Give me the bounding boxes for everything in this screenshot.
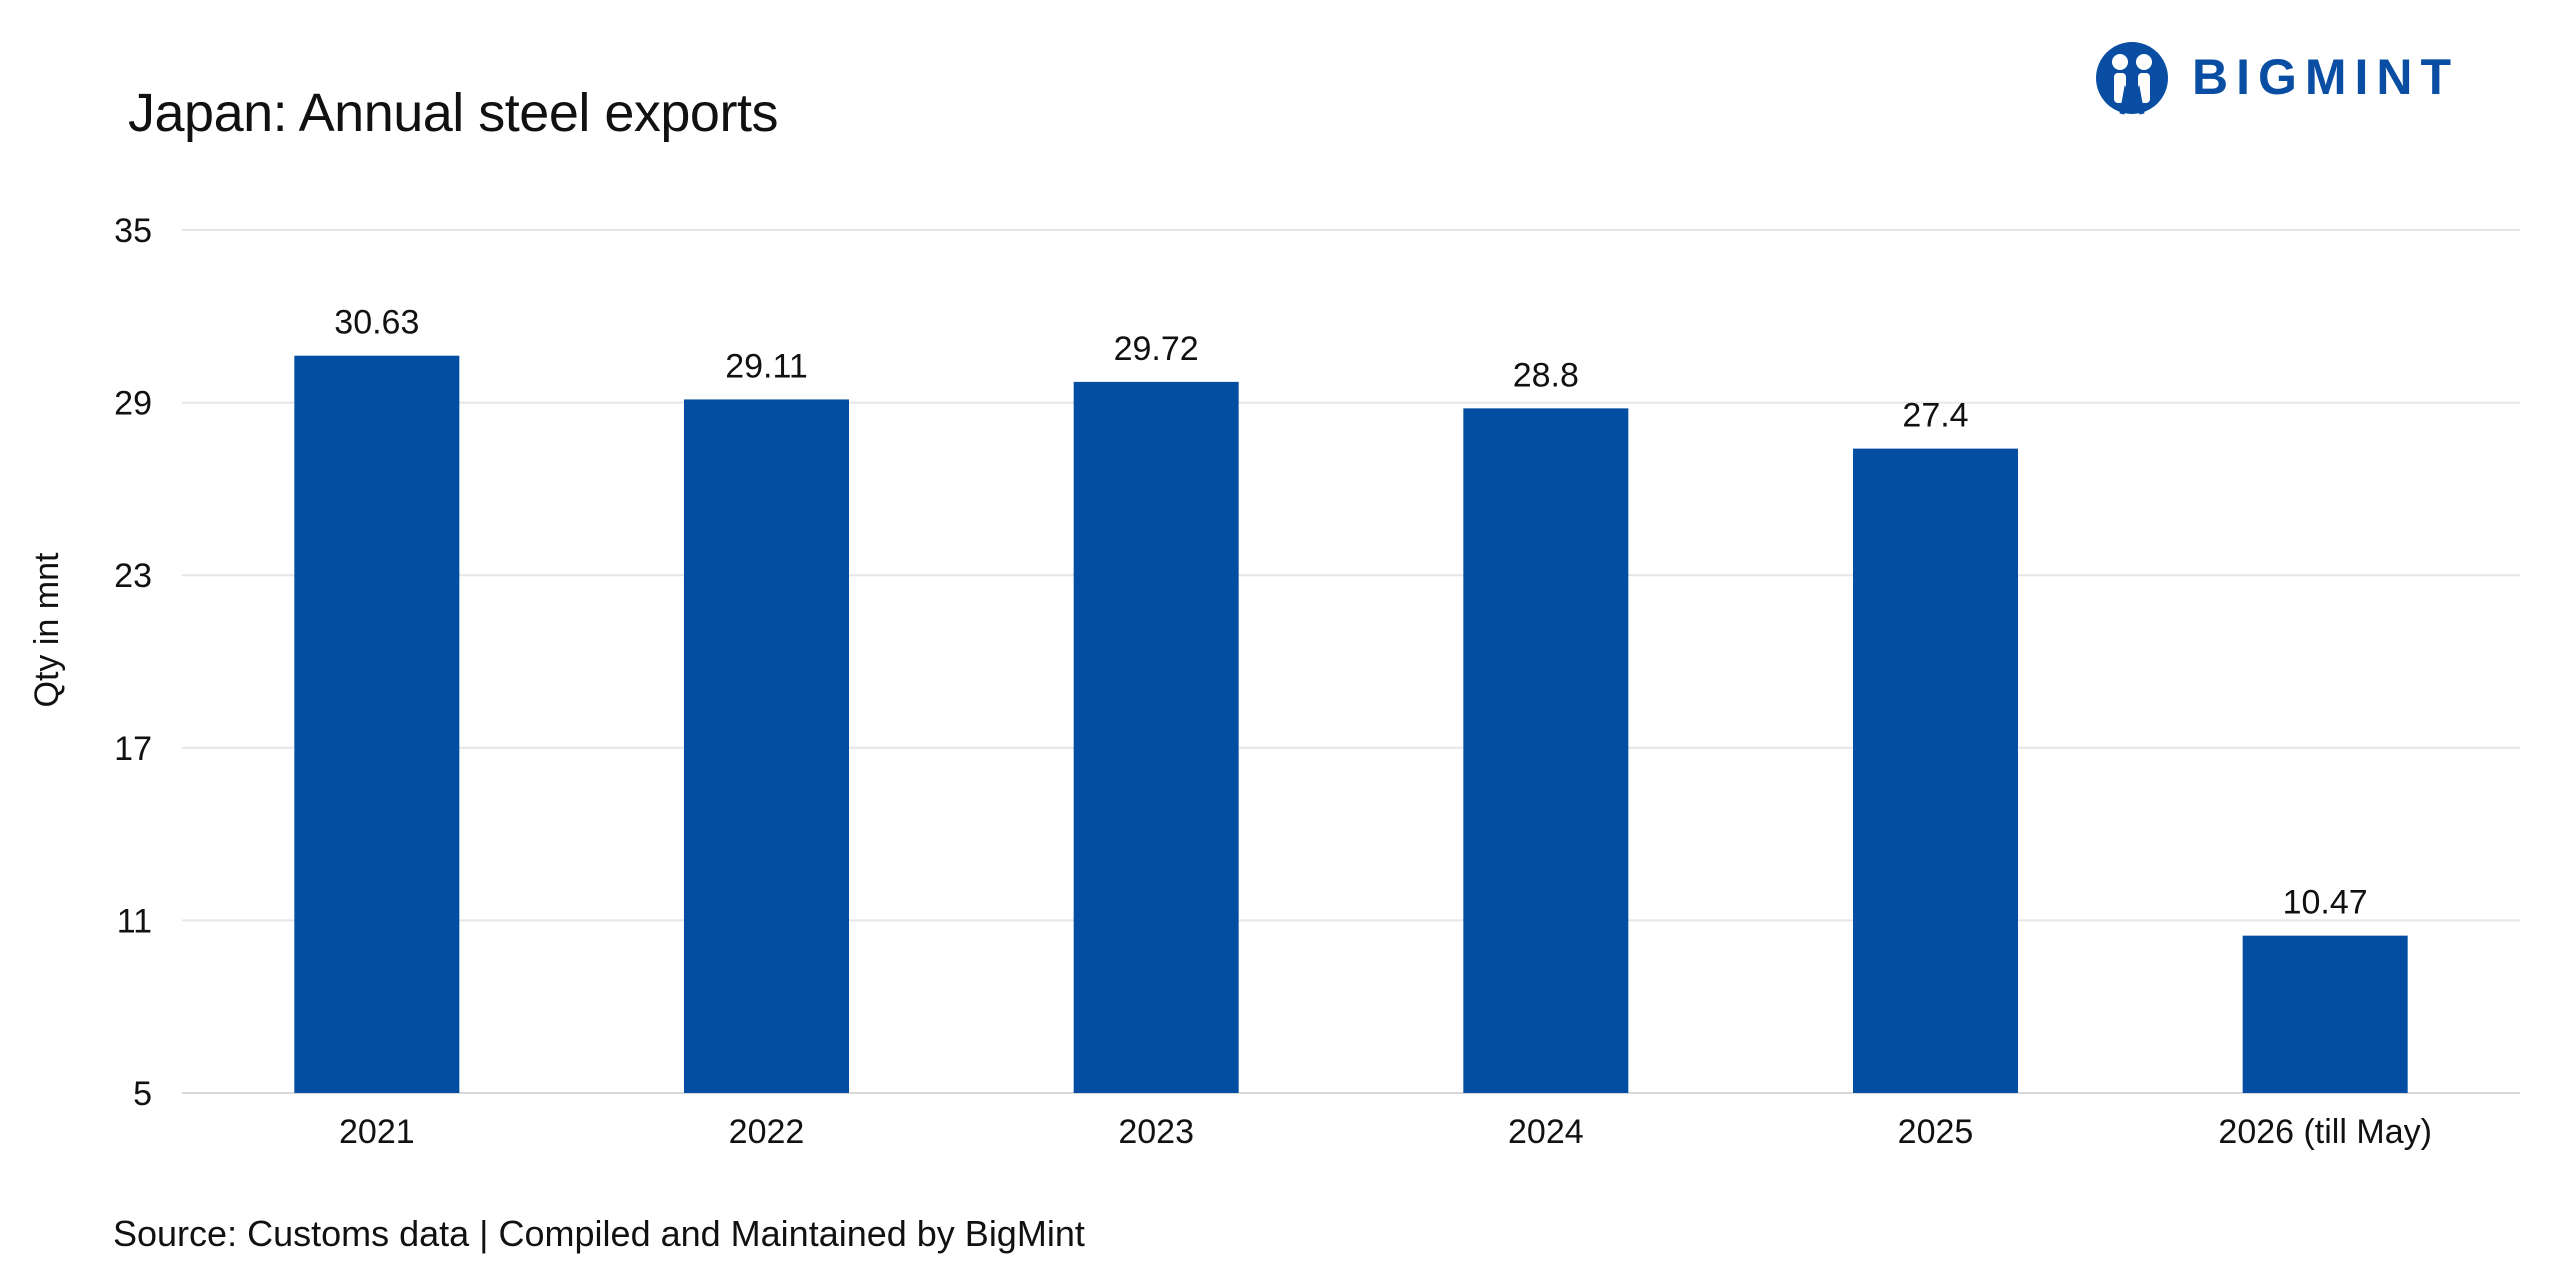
data-labels: 30.63 29.11 29.72 28.8 27.4 10.47 — [334, 304, 2367, 922]
y-tick-label: 35 — [114, 212, 152, 250]
x-tick-label: 2023 — [1118, 1113, 1194, 1151]
chart-title: Japan: Annual steel exports — [128, 83, 778, 143]
x-tick-label: 2021 — [339, 1113, 415, 1151]
y-axis-title: Qty in mnt — [28, 552, 66, 707]
bigmint-logo-icon — [2096, 42, 2168, 115]
y-axis-ticks: 5 11 17 23 29 35 — [114, 212, 152, 1113]
bars — [294, 355, 2408, 1093]
y-tick-label: 29 — [114, 385, 152, 423]
x-tick-label: 2025 — [1898, 1113, 1974, 1151]
brand-name: BIGMINT — [2192, 49, 2460, 105]
y-tick-label: 5 — [133, 1075, 152, 1113]
bar — [684, 399, 849, 1093]
x-tick-label: 2022 — [729, 1113, 805, 1151]
bar — [1853, 448, 2018, 1093]
data-label: 30.63 — [334, 304, 419, 342]
y-tick-label: 11 — [117, 902, 152, 940]
data-label: 27.4 — [1902, 397, 1968, 435]
data-label: 10.47 — [2283, 884, 2368, 922]
x-axis-ticks: 2021 2022 2023 2024 2025 2026 (till May) — [339, 1113, 2432, 1151]
x-tick-label: 2026 (till May) — [2218, 1113, 2432, 1151]
source-note: Source: Customs data | Compiled and Main… — [113, 1213, 1085, 1254]
bigmint-logo: BIGMINT — [2092, 40, 2502, 120]
bar — [1463, 408, 1629, 1093]
bar — [2242, 935, 2408, 1093]
data-label: 28.8 — [1513, 356, 1579, 394]
gridlines — [182, 229, 2520, 1094]
x-tick-label: 2024 — [1508, 1113, 1584, 1151]
y-tick-label: 17 — [114, 730, 152, 768]
data-label: 29.72 — [1114, 330, 1199, 368]
bar — [294, 355, 460, 1093]
data-label: 29.11 — [725, 347, 808, 385]
bar — [1073, 381, 1239, 1093]
y-tick-label: 23 — [114, 557, 152, 595]
